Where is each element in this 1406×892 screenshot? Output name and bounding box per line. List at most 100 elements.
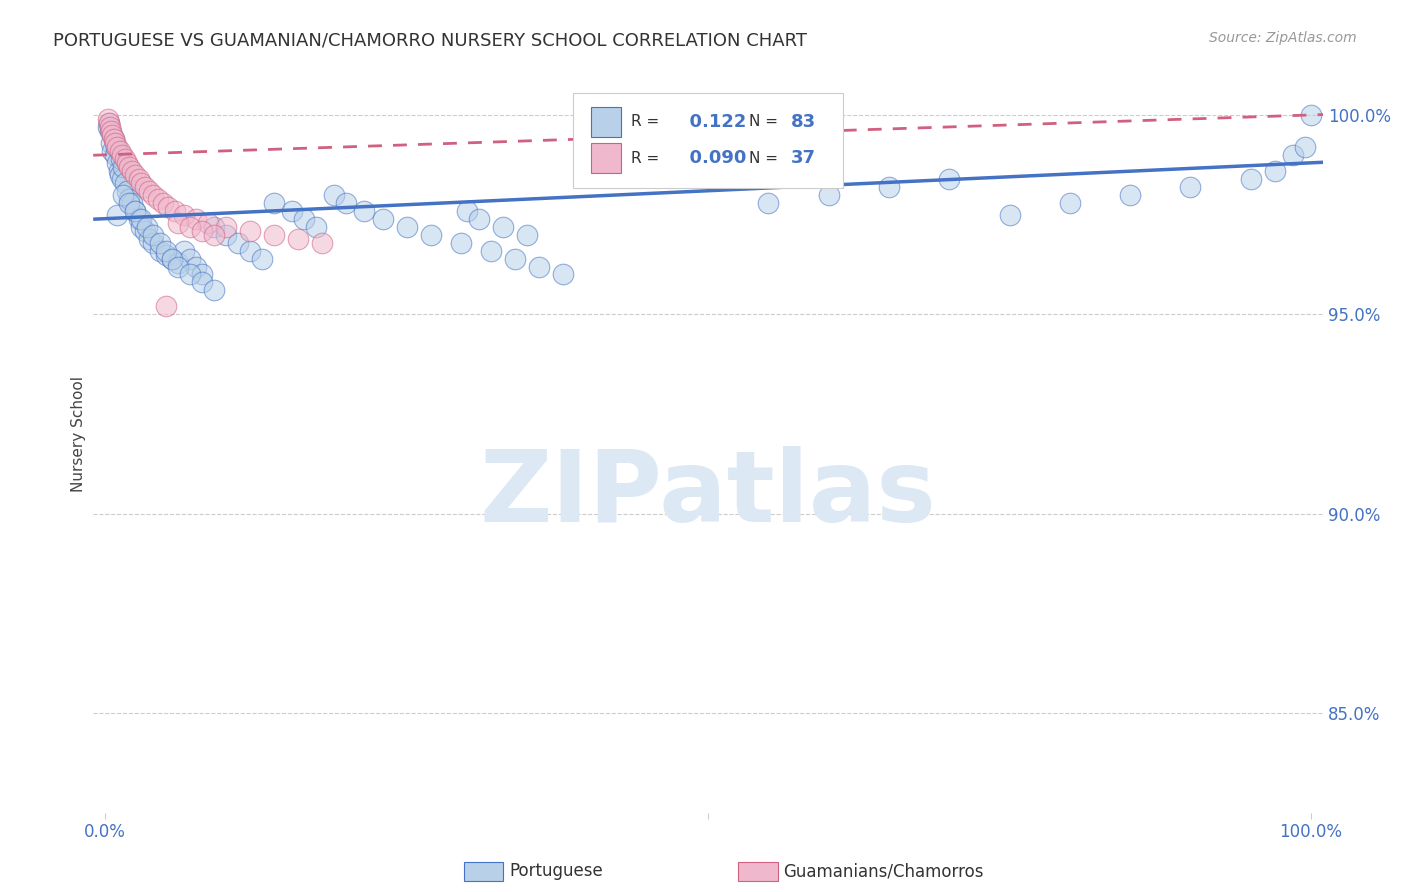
Point [184, 260, 207, 274]
Point [104, 148, 127, 162]
Text: PORTUGUESE VS GUAMANIAN/CHAMORRO NURSERY SCHOOL CORRELATION CHART: PORTUGUESE VS GUAMANIAN/CHAMORRO NURSERY… [53, 31, 807, 49]
Point [97, 120, 120, 134]
Point [118, 195, 141, 210]
Text: N =: N = [749, 114, 778, 129]
Point [419, 227, 441, 242]
Point [529, 260, 551, 274]
Point [100, 124, 122, 138]
Point [160, 252, 183, 266]
Point [131, 211, 153, 226]
Point [305, 219, 328, 234]
Point [134, 179, 156, 194]
Point [105, 156, 128, 170]
Point [148, 192, 170, 206]
Point [142, 227, 165, 242]
Point [114, 152, 136, 166]
Point [107, 163, 129, 178]
Point [138, 231, 160, 245]
Point [263, 195, 285, 210]
Point [110, 152, 132, 166]
Point [105, 208, 128, 222]
Point [1180, 179, 1202, 194]
Point [152, 195, 174, 210]
Point [190, 276, 212, 290]
Point [468, 211, 491, 226]
Point [138, 184, 160, 198]
Point [239, 244, 262, 258]
Point [287, 231, 309, 245]
Text: Guamanians/Chamorros: Guamanians/Chamorros [783, 863, 984, 880]
Point [111, 171, 134, 186]
Point [124, 203, 146, 218]
Point [1240, 171, 1263, 186]
Point [1059, 195, 1081, 210]
Point [115, 184, 138, 198]
Point [124, 203, 146, 218]
Point [160, 252, 183, 266]
Point [131, 176, 153, 190]
Text: 0.122: 0.122 [678, 112, 747, 131]
Point [179, 219, 201, 234]
Point [450, 235, 472, 250]
Point [111, 148, 134, 162]
Point [516, 227, 538, 242]
Text: 83: 83 [790, 112, 815, 131]
Point [118, 160, 141, 174]
Point [353, 203, 375, 218]
Point [179, 268, 201, 282]
Point [128, 171, 150, 186]
Point [114, 176, 136, 190]
Point [503, 252, 526, 266]
Point [817, 187, 839, 202]
Point [1119, 187, 1142, 202]
Point [121, 195, 143, 210]
Text: ZIPatlas: ZIPatlas [479, 446, 936, 543]
Point [215, 219, 238, 234]
Point [142, 235, 165, 250]
Point [142, 187, 165, 202]
Point [97, 116, 120, 130]
Bar [592, 107, 621, 137]
Point [131, 219, 153, 234]
Point [292, 211, 315, 226]
Point [184, 211, 207, 226]
Point [165, 203, 187, 218]
Point [190, 268, 212, 282]
Point [134, 224, 156, 238]
Bar [592, 143, 621, 173]
Point [104, 136, 127, 150]
Point [395, 219, 418, 234]
Point [173, 208, 195, 222]
Point [1282, 148, 1305, 162]
Point [758, 195, 780, 210]
Point [128, 211, 150, 226]
Point [553, 268, 575, 282]
Point [121, 163, 143, 178]
Point [311, 235, 333, 250]
Y-axis label: Nursery School: Nursery School [72, 376, 86, 492]
Point [197, 216, 219, 230]
Point [166, 216, 188, 230]
Text: Portuguese: Portuguese [509, 863, 603, 880]
Point [103, 132, 125, 146]
Point [173, 244, 195, 258]
Point [115, 156, 138, 170]
Point [335, 195, 357, 210]
Point [103, 132, 125, 146]
Point [148, 235, 170, 250]
Point [155, 299, 177, 313]
Point [190, 224, 212, 238]
Point [118, 192, 141, 206]
Point [112, 187, 135, 202]
Text: Source: ZipAtlas.com: Source: ZipAtlas.com [1209, 31, 1357, 45]
Point [97, 116, 120, 130]
Point [105, 140, 128, 154]
Text: R =: R = [631, 151, 659, 166]
Point [108, 144, 131, 158]
Point [479, 244, 502, 258]
Point [100, 136, 122, 150]
Point [156, 200, 179, 214]
Point [938, 171, 960, 186]
Point [136, 219, 159, 234]
Text: N =: N = [749, 151, 778, 166]
